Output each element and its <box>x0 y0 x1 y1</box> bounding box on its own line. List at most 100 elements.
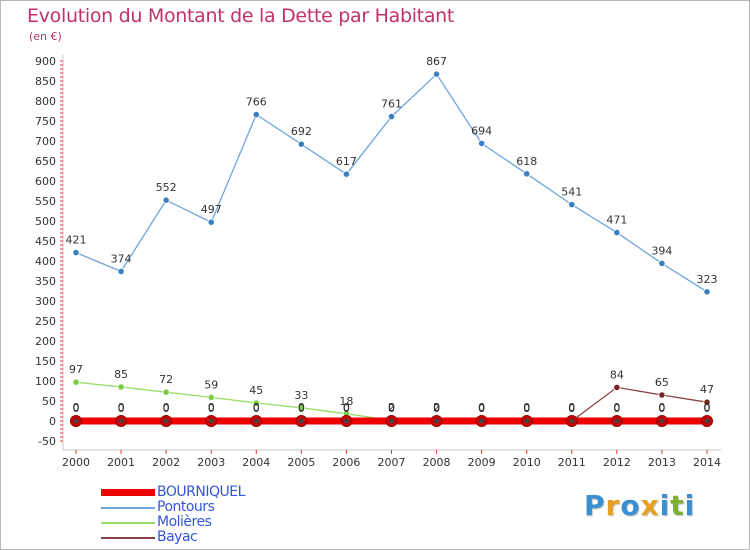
data-point-bourniquel-center <box>389 418 394 424</box>
data-point-bourniquel-center <box>614 418 620 424</box>
proxiti-logo: Proxiti <box>584 489 695 522</box>
data-point-bourniquel-center <box>704 418 710 424</box>
data-label: 0 <box>613 402 620 415</box>
data-label: 0 <box>568 401 575 414</box>
data-point-bourniquel-center <box>479 418 485 424</box>
data-label: 84 <box>610 368 624 381</box>
y-tick-label: 700 <box>35 135 56 148</box>
data-label: 617 <box>336 155 357 168</box>
data-point-bourniquel-center <box>343 418 349 424</box>
y-tick-label: 300 <box>35 295 56 308</box>
data-label: 0 <box>658 402 665 415</box>
data-label: 0 <box>433 402 440 415</box>
legend-swatch <box>101 536 155 539</box>
data-label: 0 <box>388 401 395 414</box>
x-tick-label: 2007 <box>378 456 406 469</box>
logo-letter: o <box>620 489 641 522</box>
y-tick-label: 650 <box>35 155 56 168</box>
legend-label: Bayac <box>157 529 198 545</box>
data-point-pontours <box>432 70 441 78</box>
x-tick-label: 2003 <box>197 456 225 469</box>
data-label: 0 <box>568 402 575 415</box>
chart-unit: (en €) <box>29 30 62 43</box>
data-label: 45 <box>249 384 263 397</box>
y-tick-label: 100 <box>35 375 56 388</box>
data-label: 2 <box>433 401 440 414</box>
data-label: 618 <box>516 155 537 168</box>
data-label: 18 <box>339 395 353 408</box>
data-point-molières <box>162 388 170 396</box>
data-label: 0 <box>118 402 125 415</box>
logo-letter: x <box>640 489 660 522</box>
data-point-bourniquel-center <box>569 418 575 424</box>
data-point-bourniquel-center <box>208 418 214 424</box>
data-point-pontours <box>658 259 666 267</box>
data-label: 0 <box>118 401 125 414</box>
y-tick-label: 750 <box>35 115 56 128</box>
data-label: 694 <box>471 124 492 137</box>
data-label: 692 <box>291 125 312 138</box>
data-label: 0 <box>704 401 711 414</box>
x-tick-label: 2009 <box>468 456 496 469</box>
data-label: 0 <box>73 402 80 415</box>
data-label: 0 <box>343 402 350 415</box>
data-point-bourniquel-center <box>659 418 665 424</box>
y-tick-label: 0 <box>49 415 56 428</box>
data-point-pontours <box>342 170 351 178</box>
y-tick-label: 800 <box>35 95 56 108</box>
data-label: 97 <box>69 363 83 376</box>
logo-letter: i <box>659 489 671 522</box>
data-label: 0 <box>523 402 530 415</box>
data-point-bourniquel-center <box>524 418 530 424</box>
data-point-bourniquel-center <box>434 418 440 424</box>
legend-label: Molières <box>157 514 212 530</box>
data-point-molières <box>207 393 215 401</box>
legend-swatch <box>101 489 155 496</box>
data-point-molières <box>117 383 125 391</box>
data-label: 0 <box>298 401 305 414</box>
data-label: 0 <box>253 402 260 415</box>
data-point-pontours <box>613 229 621 237</box>
data-label: 552 <box>156 181 177 194</box>
x-tick-label: 2005 <box>287 456 315 469</box>
data-point-pontours <box>207 218 215 226</box>
legend-item-bourniquel: BOURNIQUEL <box>101 485 245 500</box>
data-point-pontours <box>72 249 80 257</box>
legend-swatch <box>101 506 155 509</box>
data-point-pontours <box>568 201 576 209</box>
data-label: 0 <box>478 402 485 415</box>
data-point-molières <box>72 378 80 386</box>
logo-letter: t <box>670 489 685 522</box>
x-tick-label: 2014 <box>693 456 721 469</box>
data-point-molières <box>252 399 260 407</box>
data-label: 0 <box>253 401 260 414</box>
data-point-bourniquel-center <box>298 418 304 424</box>
data-point-pontours <box>387 113 396 121</box>
data-label: 374 <box>111 252 132 265</box>
y-tick-label: 50 <box>42 395 56 408</box>
legend-swatch <box>101 521 155 524</box>
data-label: 0 <box>388 402 395 415</box>
y-tick-label: -50 <box>38 435 56 448</box>
data-label: 0 <box>613 401 620 414</box>
data-label: 0 <box>568 402 575 415</box>
data-point-bourniquel-center <box>118 418 124 424</box>
y-tick-label: 150 <box>35 355 56 368</box>
x-tick-label: 2013 <box>648 456 676 469</box>
data-label: 471 <box>606 214 627 227</box>
data-label: 421 <box>66 234 87 247</box>
data-label: 0 <box>658 401 665 414</box>
logo-letter: i <box>684 489 696 522</box>
legend-label: Pontours <box>157 499 215 515</box>
data-label: 541 <box>561 186 582 199</box>
data-label: 766 <box>246 96 267 109</box>
data-label: 33 <box>294 389 308 402</box>
x-tick-label: 2012 <box>603 456 631 469</box>
data-label: 65 <box>655 376 669 389</box>
data-point-pontours <box>117 267 125 275</box>
data-label: 0 <box>478 401 485 414</box>
data-label: 761 <box>381 98 402 111</box>
y-tick-label: 350 <box>35 275 56 288</box>
y-tick-label: 600 <box>35 175 56 188</box>
